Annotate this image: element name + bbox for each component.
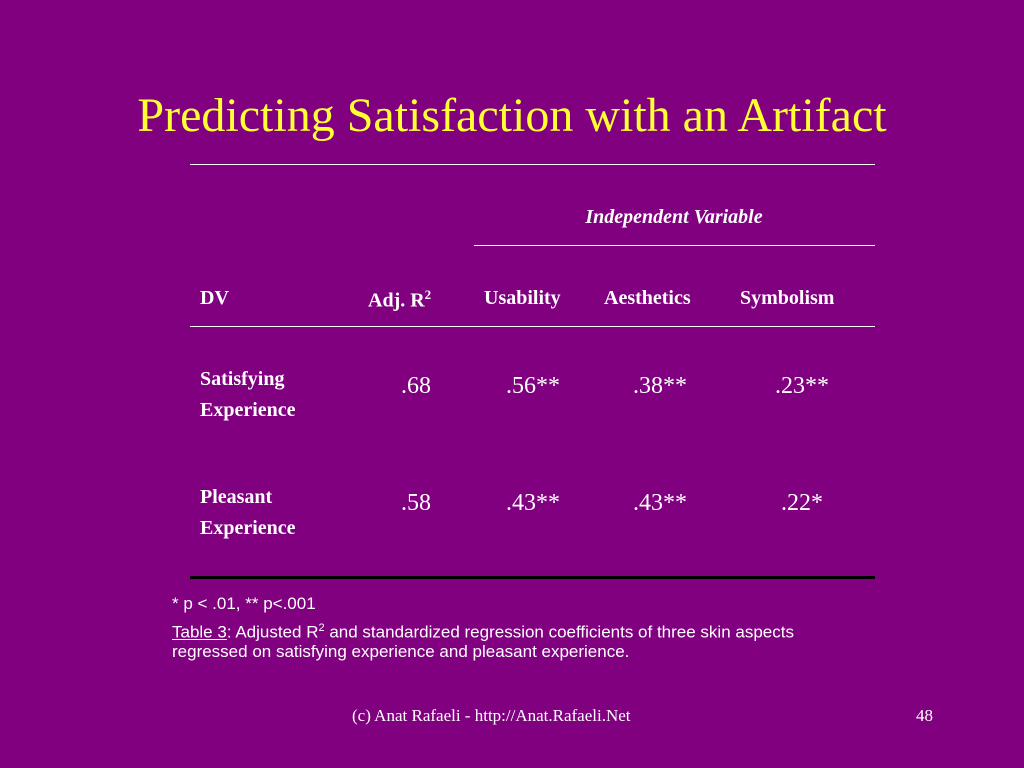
footer-credit: (c) Anat Rafaeli - http://Anat.Rafaeli.N…	[352, 706, 631, 725]
group-header-rule	[474, 245, 875, 246]
caption-superscript: 2	[318, 622, 325, 634]
caption-label: Table 3	[172, 622, 227, 642]
adj-r-label: Adj. R	[368, 289, 425, 312]
caption-text: : Adjusted R	[226, 622, 319, 642]
table-cell-usability: .43**	[506, 490, 560, 516]
table-cell-adj-r2: .68	[401, 373, 431, 399]
column-header-usability: Usability	[484, 287, 561, 309]
table-cell-symbolism: .23**	[775, 373, 829, 399]
title-divider	[190, 164, 875, 165]
caption-text: and standardized regression coefficients…	[324, 622, 794, 642]
column-header-symbolism: Symbolism	[740, 287, 835, 309]
table-cell-usability: .56**	[506, 373, 560, 399]
significance-note: * p < .01, ** p<.001	[172, 594, 316, 613]
column-header-aesthetics: Aesthetics	[604, 287, 691, 309]
column-header-adj-r2: Adj. R2	[368, 287, 431, 313]
table-cell-symbolism: .22*	[781, 490, 823, 516]
table-cell-aesthetics: .38**	[633, 373, 687, 399]
slide-title: Predicting Satisfaction with an Artifact	[137, 89, 887, 142]
column-header-dv: DV	[200, 287, 229, 309]
table-caption: Table 3: Adjusted R2 and standardized re…	[172, 616, 794, 645]
group-header: Independent Variable	[585, 206, 763, 228]
page-number: 48	[916, 706, 933, 725]
table-row-dv: Satisfying	[200, 368, 285, 390]
table-bottom-rule	[190, 576, 875, 579]
table-row-dv: Experience	[200, 399, 296, 421]
table-row-dv: Experience	[200, 517, 296, 539]
table-cell-aesthetics: .43**	[633, 490, 687, 516]
table-caption-line2: regressed on satisfying experience and p…	[172, 642, 630, 661]
table-cell-adj-r2: .58	[401, 490, 431, 516]
adj-r-superscript: 2	[424, 287, 432, 302]
table-row-dv: Pleasant	[200, 486, 273, 508]
header-rule	[190, 326, 875, 327]
